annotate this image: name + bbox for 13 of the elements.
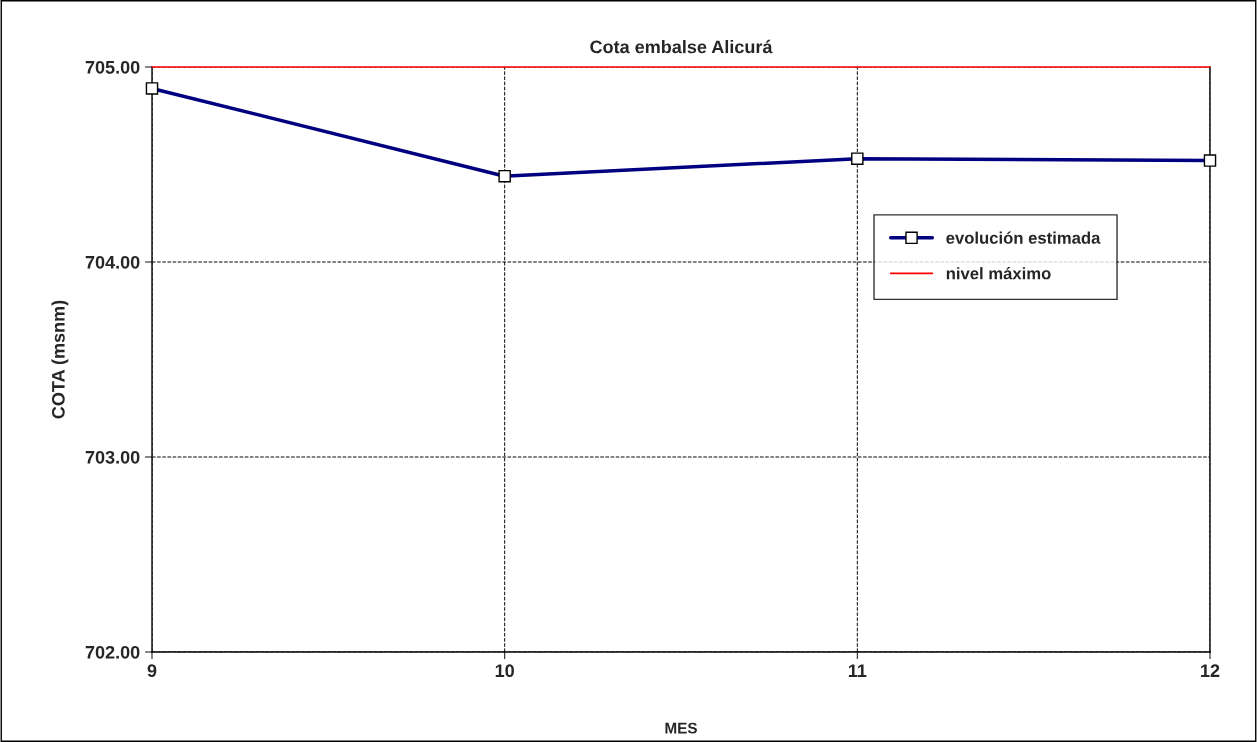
x-tick-label: 10 [495, 664, 514, 678]
y-tick-label: 704.00 [85, 255, 140, 269]
legend-label: evolución estimada [946, 231, 1101, 244]
x-tick-label: 11 [848, 664, 867, 677]
y-tick-label: 703.00 [85, 450, 140, 464]
legend-label: nivel máximo [946, 266, 1051, 280]
x-tick-label: 9 [147, 664, 157, 678]
x-tick-label: 12 [1201, 664, 1220, 677]
chart-title: Cota embalse Alicurá [590, 39, 773, 54]
y-tick-label: 702.00 [85, 645, 140, 659]
y-axis-title: COTA (msnm) [51, 300, 69, 419]
x-axis-title: MES [665, 722, 697, 734]
y-tick-label: 705.00 [85, 60, 140, 74]
